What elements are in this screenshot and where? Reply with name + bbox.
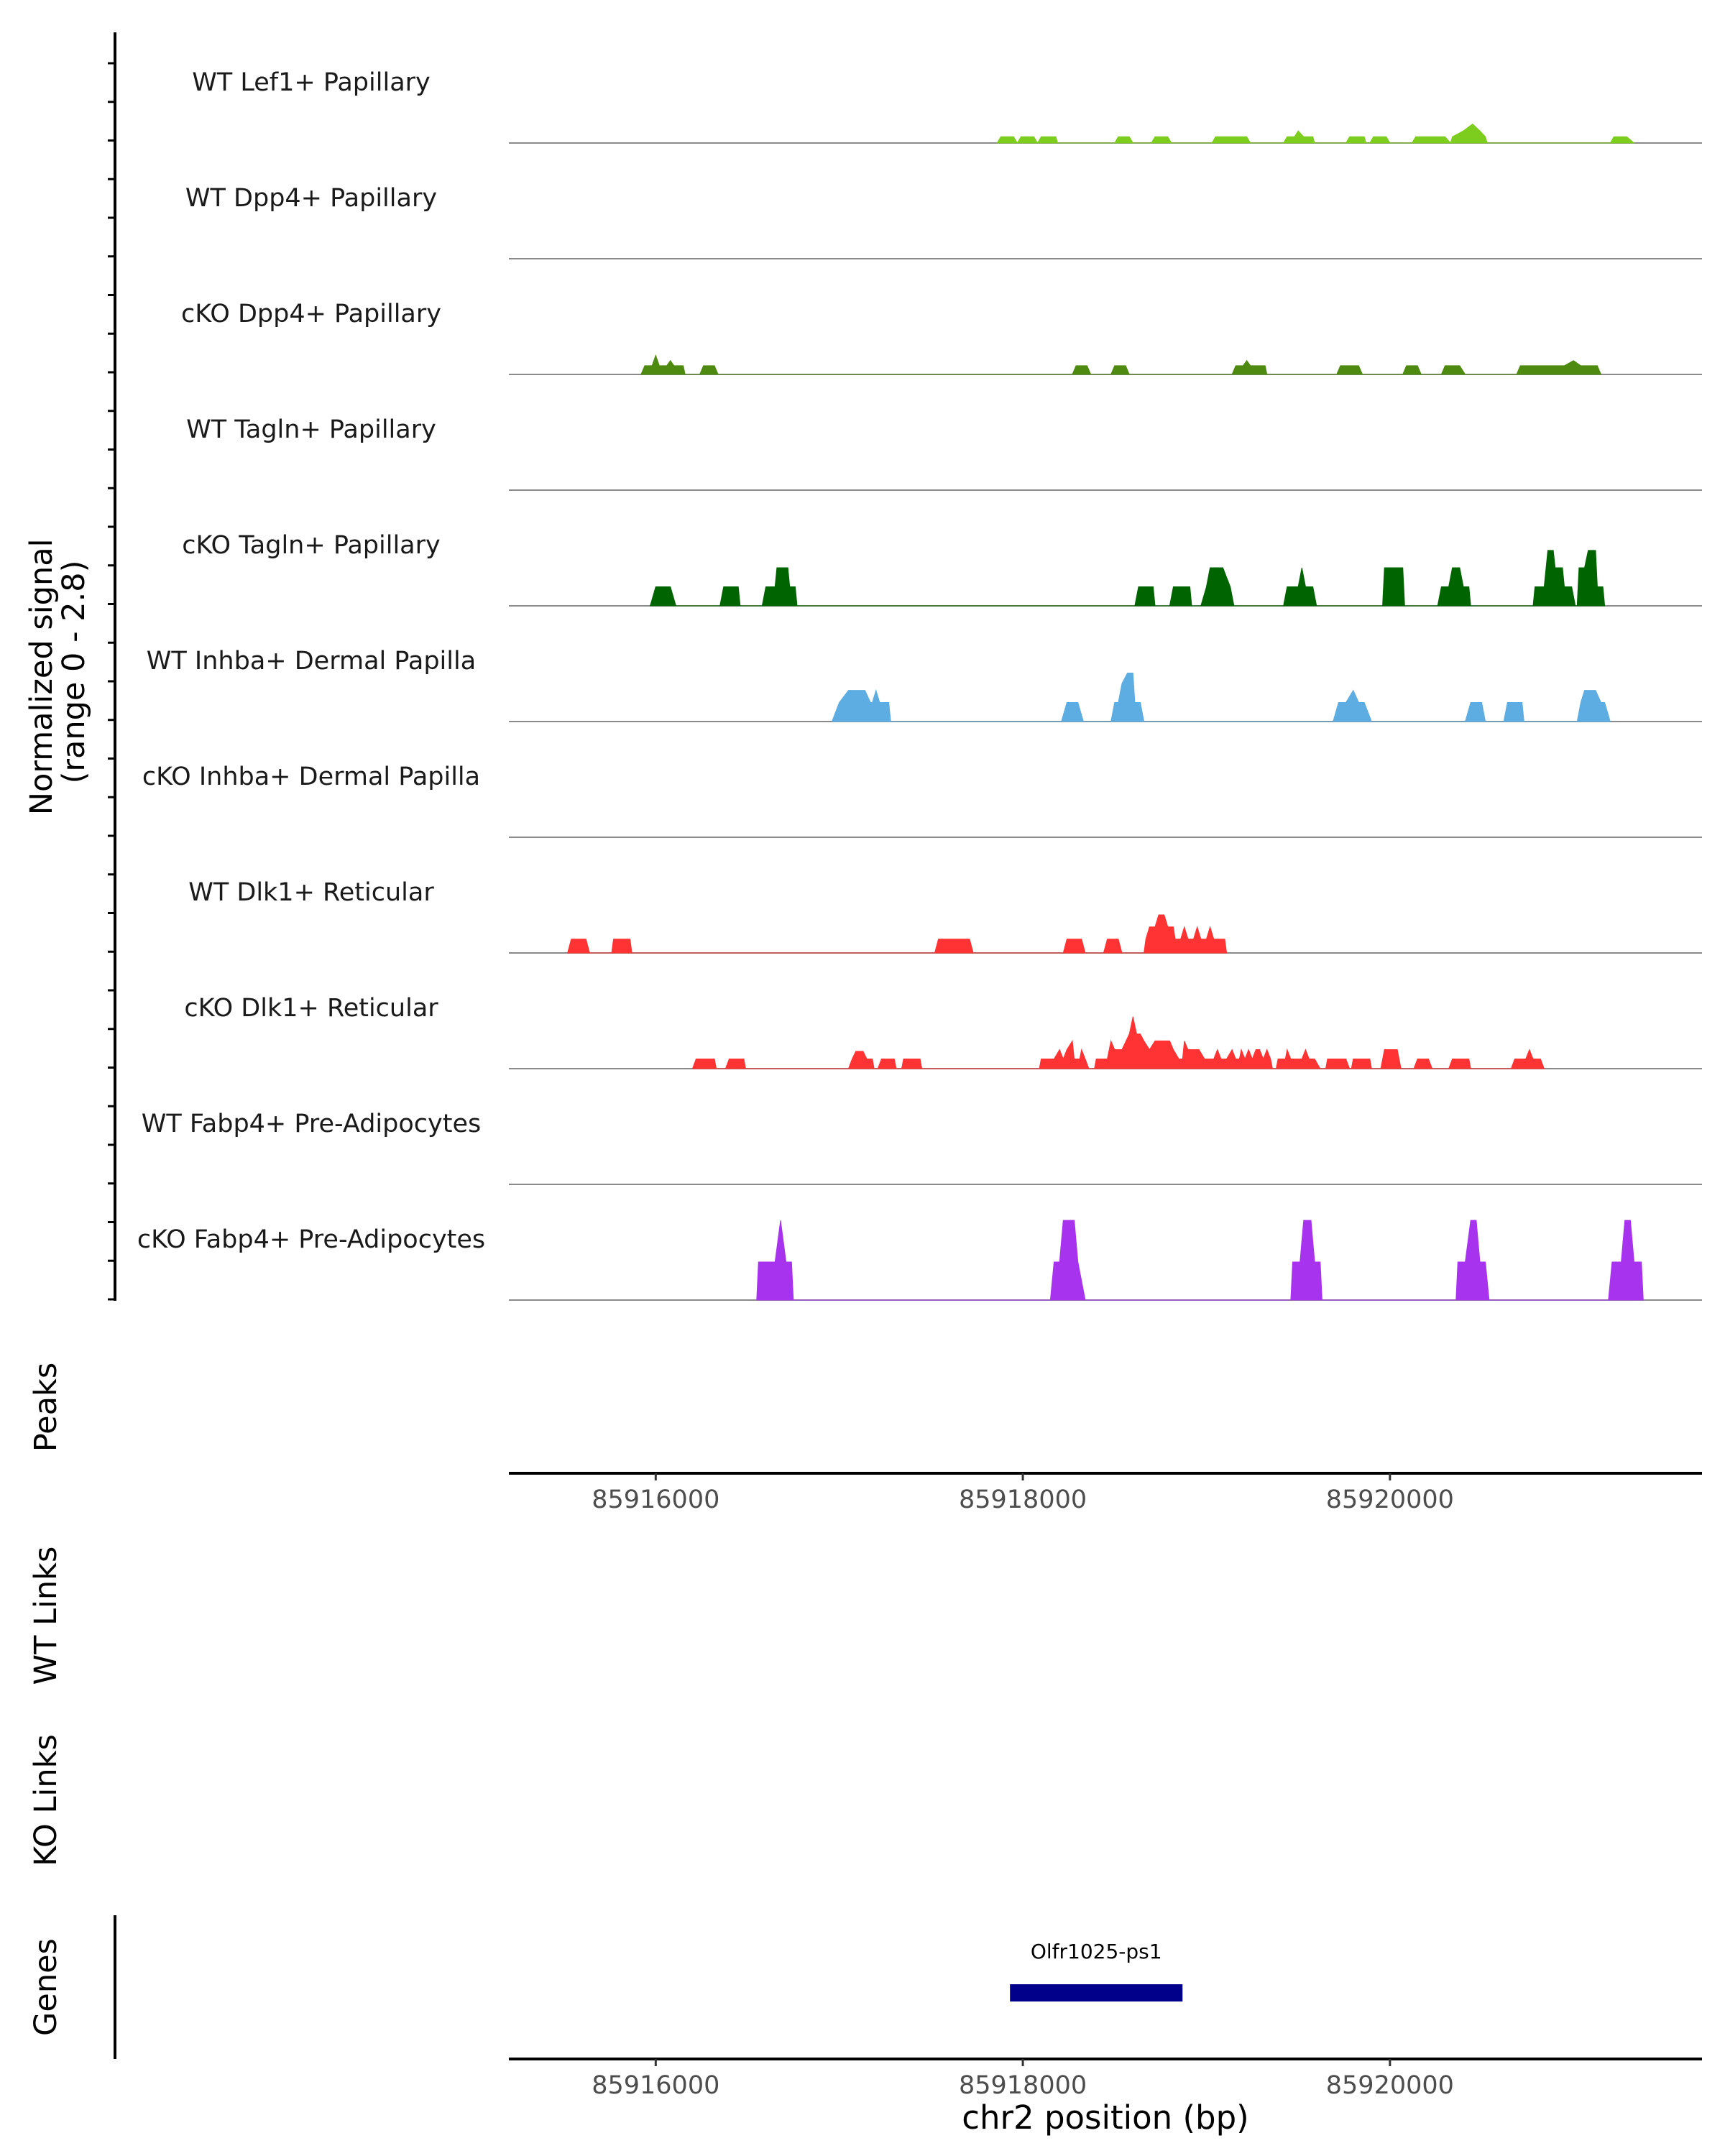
coverage-area bbox=[831, 673, 1611, 722]
strand-arrow bbox=[1154, 1986, 1162, 2000]
track-label: cKO Dpp4+ Papillary bbox=[181, 300, 441, 328]
gene-track: Olfr1025-ps1 bbox=[1010, 1940, 1183, 2001]
track-label: WT Inhba+ Dermal Papilla bbox=[147, 647, 476, 676]
track-label: cKO Tagln+ Papillary bbox=[182, 531, 441, 560]
x-tick-label: 85916000 bbox=[592, 2071, 719, 2100]
x-axis-title: chr2 position (bp) bbox=[962, 2099, 1249, 2137]
strand-arrow bbox=[1011, 1986, 1020, 2000]
track-label: cKO Dlk1+ Reticular bbox=[184, 994, 438, 1023]
signal-axis-title: Normalized signal (range 0 - 2.8) bbox=[24, 529, 92, 815]
signal-axis-title-line2: (range 0 - 2.8) bbox=[56, 561, 92, 784]
strand-arrow bbox=[1138, 1986, 1146, 2000]
x-tick-label: 85916000 bbox=[592, 1485, 719, 1514]
genes-track-title: Genes bbox=[28, 1938, 64, 2036]
track-label: WT Lef1+ Papillary bbox=[192, 68, 431, 97]
coverage-area bbox=[640, 354, 1602, 375]
coverage-area bbox=[996, 123, 1635, 144]
track-label: WT Tagln+ Papillary bbox=[186, 415, 436, 444]
strand-arrow bbox=[1122, 1986, 1131, 2000]
track-label: cKO Fabp4+ Pre-Adipocytes bbox=[137, 1225, 485, 1254]
peaks-track-title: Peaks bbox=[28, 1363, 64, 1452]
track-label: WT Dpp4+ Papillary bbox=[185, 184, 437, 213]
strand-arrow bbox=[1027, 1986, 1036, 2000]
coverage-area bbox=[756, 1220, 1644, 1301]
x-tick-label: 85920000 bbox=[1326, 2071, 1454, 2100]
coverage-area bbox=[567, 914, 1228, 954]
strand-arrow bbox=[1169, 1986, 1178, 2000]
coverage-area bbox=[649, 550, 1606, 607]
signal-axis-ticks bbox=[108, 62, 115, 1301]
peaks-x-axis: 85916000 85918000 85920000 bbox=[592, 1473, 1454, 1514]
gene-label: Olfr1025-ps1 bbox=[1031, 1940, 1162, 1963]
strand-arrow bbox=[1043, 1986, 1052, 2000]
x-tick-label: 85918000 bbox=[959, 1485, 1087, 1514]
track-label: WT Dlk1+ Reticular bbox=[188, 878, 434, 907]
strand-arrow bbox=[1059, 1986, 1067, 2000]
track-label: cKO Inhba+ Dermal Papilla bbox=[142, 763, 480, 791]
signal-axis-title-line1: Normalized signal bbox=[24, 538, 60, 815]
ko-links-track-title: KO Links bbox=[28, 1734, 64, 1866]
track-label: WT Fabp4+ Pre-Adipocytes bbox=[142, 1110, 481, 1138]
coverage-area bbox=[691, 1016, 1545, 1069]
strand-arrow bbox=[1106, 1986, 1115, 2000]
strand-arrow bbox=[1090, 1986, 1099, 2000]
x-tick-label: 85920000 bbox=[1326, 1485, 1454, 1514]
x-tick-label: 85918000 bbox=[959, 2071, 1087, 2100]
strand-arrow bbox=[1075, 1986, 1083, 2000]
coverage-tracks: WT Lef1+ Papillary WT Dpp4+ Papillary cKO … bbox=[137, 68, 1702, 1301]
genes-x-axis: 85916000 85918000 85920000 bbox=[592, 2059, 1454, 2100]
wt-links-track-title: WT Links bbox=[28, 1547, 64, 1685]
